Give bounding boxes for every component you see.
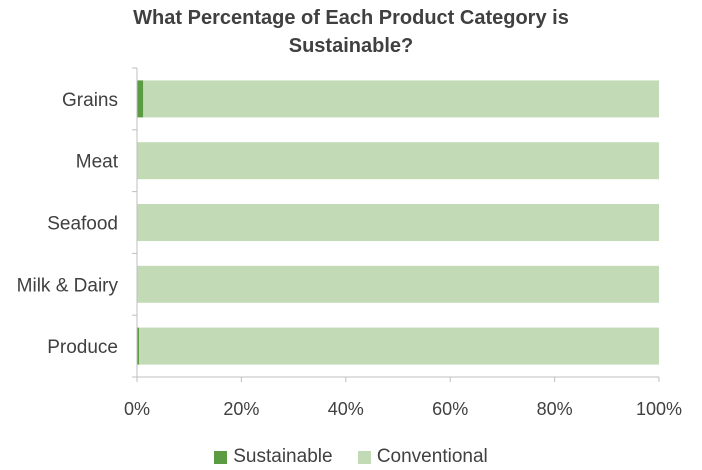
legend-swatch-sustainable bbox=[214, 450, 228, 464]
category-label: Grains bbox=[62, 90, 118, 111]
x-ticks: 0% 20% 40% 60% 80% 100% bbox=[124, 377, 682, 419]
x-tick-label: 80% bbox=[537, 399, 573, 419]
x-tick-label: 0% bbox=[124, 399, 150, 419]
legend-label-sustainable: Sustainable bbox=[233, 446, 333, 467]
chart-title-line-2: Sustainable? bbox=[288, 35, 414, 57]
legend: Sustainable Conventional bbox=[0, 446, 702, 470]
category-label: Seafood bbox=[47, 214, 118, 235]
chart-title-line-1: What Percentage of Each Product Category… bbox=[133, 7, 569, 29]
legend-item-conventional: Conventional bbox=[357, 446, 488, 468]
bar-sustainable-grains bbox=[137, 80, 144, 118]
legend-swatch-conventional bbox=[357, 450, 371, 464]
bar-sustainable-produce bbox=[137, 327, 140, 365]
x-tick-label: 40% bbox=[328, 399, 364, 419]
bar-conventional-milk-dairy bbox=[137, 265, 659, 303]
category-label: Meat bbox=[76, 152, 119, 173]
bar-conventional-grains bbox=[143, 80, 659, 118]
x-tick-label: 60% bbox=[432, 399, 468, 419]
category-label: Produce bbox=[47, 337, 118, 358]
bar-conventional-meat bbox=[137, 142, 659, 180]
y-ticks bbox=[132, 67, 137, 378]
x-tick-label: 20% bbox=[223, 399, 259, 419]
legend-item-sustainable: Sustainable bbox=[214, 446, 333, 468]
category-label: Milk & Dairy bbox=[17, 275, 119, 296]
legend-label-conventional: Conventional bbox=[376, 446, 488, 467]
bar-conventional-seafood bbox=[137, 204, 659, 241]
bars-group bbox=[137, 80, 659, 365]
chart-title: What Percentage of Each Product Category… bbox=[0, 4, 702, 60]
x-tick-label: 100% bbox=[636, 399, 682, 419]
bar-conventional-produce bbox=[139, 327, 659, 365]
category-labels: Grains Meat Seafood Milk & Dairy Produce bbox=[17, 90, 119, 358]
